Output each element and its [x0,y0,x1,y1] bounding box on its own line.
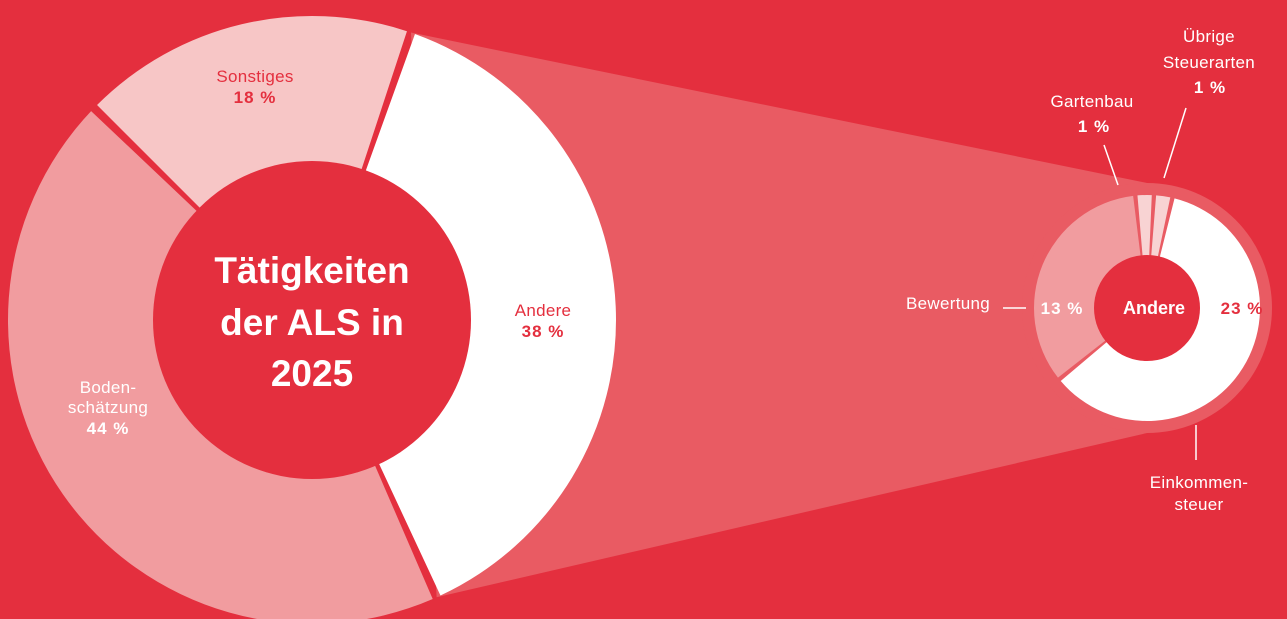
value-sonstiges: 18 % [234,88,277,107]
detail-label-bewertung: Bewertung [906,294,990,313]
detail-label-uebrige-steuerarten: Übrige Steuerarten [1163,27,1255,72]
label-andere: Andere [515,301,572,320]
center-title-line-3: 2025 [271,353,353,394]
main-donut [8,15,616,619]
main-center-title: Tätigkeiten der ALS in 2025 [214,250,409,394]
slice-boden-schätzung [8,111,433,619]
main-donut-hole [153,161,471,479]
detail-value-bewertung: 13 % [1041,299,1084,318]
detail-donut-hole [1094,255,1200,361]
detail-value-einkommen-steuer: 23 % [1221,299,1264,318]
value-boden-schätzung: 44 % [87,419,130,438]
detail-label-gartenbau: Gartenbau [1050,92,1133,111]
detail-slice-einkommen-steuer [1060,198,1260,422]
slice-andere [365,33,616,596]
leader-gartenbau [1103,144,1119,186]
detail-value-uebrige-steuerarten: 1 % [1194,78,1226,97]
detail-donut-labels: 23 % Einkommen-steuer 13 % Bewertung Gartenb… [906,27,1264,514]
label-sonstiges: Sonstiges [216,67,293,86]
detail-value-gartenbau: 1 % [1078,117,1110,136]
detail-donut [1034,195,1260,422]
center-title-line-1: Tätigkeiten [214,250,409,291]
detail-slice-bewertung [1034,195,1141,378]
detail-center-label: Andere [1123,298,1185,318]
main-donut-labels: Andere 38 % Boden-schätzung 44 % Sonstiges 18… [68,67,571,438]
detail-label-einkommen-steuer: Einkommen-steuer [1150,473,1248,514]
center-title-line-2: der ALS in [220,302,404,343]
detail-slice-übrige-steuerarten [1151,195,1171,258]
label-boden-schätzung: Boden-schätzung [68,378,148,417]
value-andere: 38 % [522,322,565,341]
zoom-funnel [410,32,1272,598]
slice-sonstiges [97,15,407,209]
leader-uebrige [1163,107,1187,179]
detail-slice-gartenbau [1137,195,1152,257]
